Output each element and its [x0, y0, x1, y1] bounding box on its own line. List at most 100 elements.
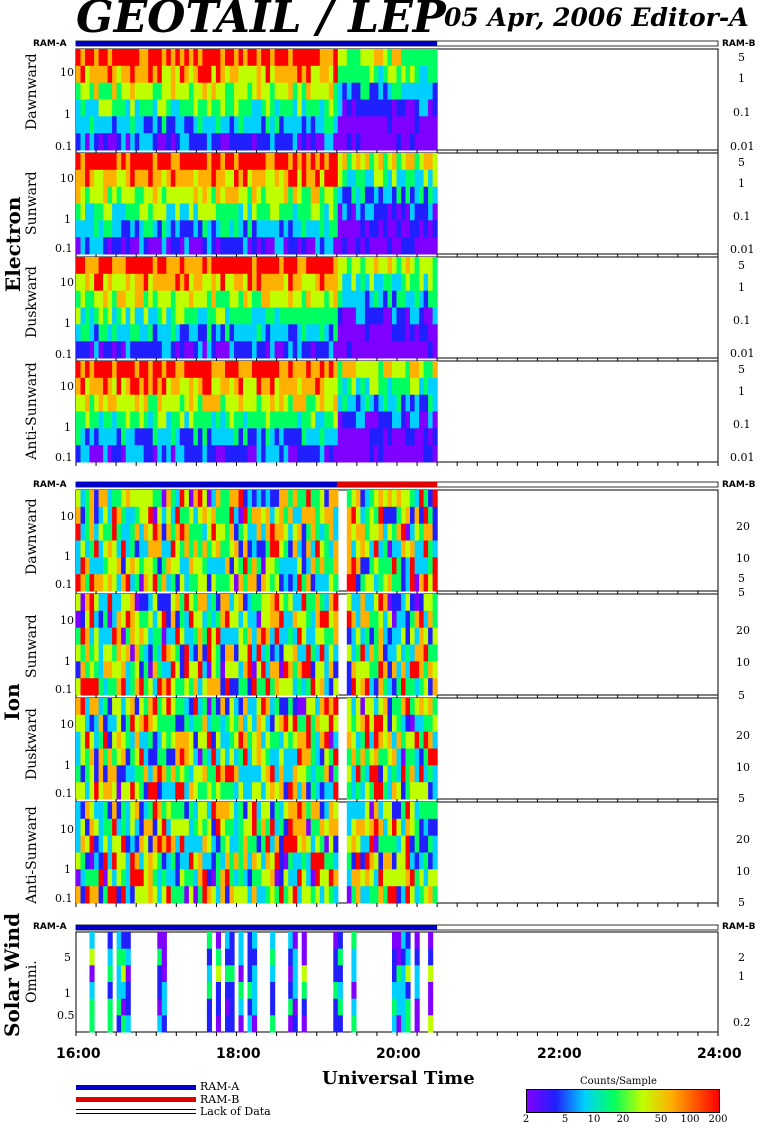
panel-electron-duskward-cell: [292, 324, 298, 342]
panel-electron-dawnward-cell: [396, 65, 402, 84]
panel-ion-duskward-cell: [179, 765, 185, 783]
panel-electron-duskward-cell: [324, 257, 330, 275]
panel-electron-dawnward-cell: [410, 99, 416, 117]
panel-ion-sunward-cell: [98, 644, 104, 662]
panel-ion-duskward-cell: [270, 731, 276, 749]
panel-electron-sunward-cell: [383, 153, 389, 171]
panel-ion-duskward-cell: [324, 731, 330, 749]
panel-ion-anti-sunward-cell: [152, 835, 158, 853]
panel-ion-anti-sunward-cell: [301, 818, 307, 837]
panel-electron-dawnward-cell: [360, 133, 366, 151]
panel-ion-anti-sunward-cell: [432, 869, 438, 887]
panel-ion-anti-sunward-cell: [188, 852, 194, 870]
panel-ion-anti-sunward-cell: [351, 802, 357, 820]
panel-ion-duskward-cell: [355, 748, 361, 766]
panel-ion-dawnward-cell: [116, 523, 122, 541]
panel-ion-anti-sunward-cell: [274, 869, 280, 887]
panel-electron-anti-sunward-cell: [80, 361, 86, 379]
panel-ion-duskward-cell: [297, 748, 303, 766]
panel-electron-dawnward-cell: [166, 49, 172, 67]
panel-ion-dawnward-cell: [315, 490, 321, 508]
panel-ion-anti-sunward-cell: [89, 886, 95, 904]
panel-electron-duskward-cell: [279, 307, 285, 325]
panel-ion-sunward-cell: [98, 594, 104, 612]
panel-electron-duskward-cell: [188, 307, 194, 325]
panel-electron-dawnward-cell: [297, 99, 303, 117]
panel-electron-dawnward-cell: [188, 65, 194, 84]
panel-ion-sunward-cell: [130, 594, 136, 612]
panel-electron-sunward-cell: [306, 153, 312, 171]
panel-ion-sunward-cell: [414, 610, 420, 629]
panel-ion-sunward-cell: [229, 610, 235, 629]
panel-ion-sunward-cell: [107, 627, 113, 645]
panel-electron-dawnward-cell: [85, 49, 91, 67]
panel-electron-duskward-cell: [419, 307, 425, 325]
panel-electron-duskward-cell: [392, 307, 398, 325]
panel-electron-sunward-cell: [324, 169, 330, 188]
panel-ion-duskward-cell: [229, 765, 235, 783]
panel-ion-anti-sunward-cell: [220, 835, 226, 853]
panel-electron-sunward-cell: [301, 153, 307, 171]
panel-ion-duskward-cell: [184, 765, 190, 783]
panel-ion-duskward-cell: [139, 782, 145, 800]
panel-ion-anti-sunward-cell: [179, 869, 185, 887]
panel-electron-duskward-cell: [396, 273, 402, 292]
panel-ion-sunward-cell: [179, 594, 185, 612]
panel-electron-anti-sunward-cell: [125, 377, 131, 396]
panel-ion-sunward-cell: [333, 678, 339, 696]
panel-electron-duskward-cell: [383, 307, 389, 325]
panel-ion-sunward-cell: [148, 627, 154, 645]
panel-ion-dawnward-cell: [288, 523, 294, 541]
panel-ion-sunward-cell: [392, 610, 398, 629]
panel-ion-sunward-cell: [234, 661, 240, 679]
panel-ion-sunward-cell: [428, 661, 434, 679]
panel-ion-duskward-cell: [238, 714, 244, 733]
panel-solar-wind-omni--cell: [392, 982, 398, 1000]
panel-ion-anti-sunward-cell: [378, 818, 384, 837]
panel-electron-dawnward-cell: [220, 133, 226, 151]
panel-ion-sunward-cell: [261, 610, 267, 629]
panel-electron-sunward-cell: [188, 153, 194, 171]
panel-ion-anti-sunward-cell: [383, 818, 389, 837]
panel-ion-anti-sunward-cell: [166, 835, 172, 853]
panel-ion-duskward-cell: [247, 714, 253, 733]
panel-electron-duskward-cell: [428, 257, 434, 275]
panel-electron-duskward-cell: [337, 290, 343, 308]
panel-solar-wind-omni--cell: [292, 932, 298, 950]
panel-ion-dawnward-cell: [324, 523, 330, 541]
panel-ion-anti-sunward-cell: [107, 818, 113, 837]
panel-electron-anti-sunward-cell: [297, 377, 303, 396]
panel-ion-dawnward-cell: [238, 574, 244, 592]
panel-electron-dawnward-cell: [310, 99, 316, 117]
panel-electron-anti-sunward-cell: [139, 428, 145, 446]
panel-electron-anti-sunward-cell: [265, 411, 271, 429]
panel-solar-wind-omni--cell: [215, 965, 221, 983]
panel-electron-dawnward-cell: [369, 49, 375, 67]
panel-electron-dawnward-cell: [234, 116, 240, 134]
panel-electron-anti-sunward-cell: [256, 411, 262, 429]
panel-solar-wind-omni--cell: [337, 1015, 343, 1033]
panel-solar-wind-omni--cell: [121, 965, 127, 983]
panel-ion-anti-sunward-cell: [175, 886, 181, 904]
panel-electron-dawnward-cell: [414, 65, 420, 84]
panel-ion-anti-sunward-cell: [130, 802, 136, 820]
panel-electron-sunward-cell: [346, 153, 352, 171]
panel-electron-duskward-cell: [387, 290, 393, 308]
panel-electron-duskward-cell: [193, 257, 199, 275]
panel-electron-duskward-cell: [279, 257, 285, 275]
panel-electron-duskward-cell: [306, 307, 312, 325]
panel-ion-duskward-cell: [392, 765, 398, 783]
panel-ion-sunward-cell: [206, 610, 212, 629]
panel-electron-dawnward-cell: [161, 49, 167, 67]
panel-ion-dawnward-cell: [121, 506, 127, 525]
panel-electron-dawnward-cell: [188, 82, 194, 100]
panel-electron-duskward-cell: [364, 324, 370, 342]
panel-ion-duskward-cell: [378, 765, 384, 783]
panel-ion-sunward-cell: [243, 661, 249, 679]
panel-electron-duskward-cell: [89, 257, 95, 275]
panel-electron-duskward-cell: [161, 324, 167, 342]
panel-electron-dawnward-cell: [387, 116, 393, 134]
panel-electron-anti-sunward-cell: [234, 411, 240, 429]
panel-electron-dawnward-cell: [252, 49, 258, 67]
panel-electron-anti-sunward-cell: [396, 428, 402, 446]
